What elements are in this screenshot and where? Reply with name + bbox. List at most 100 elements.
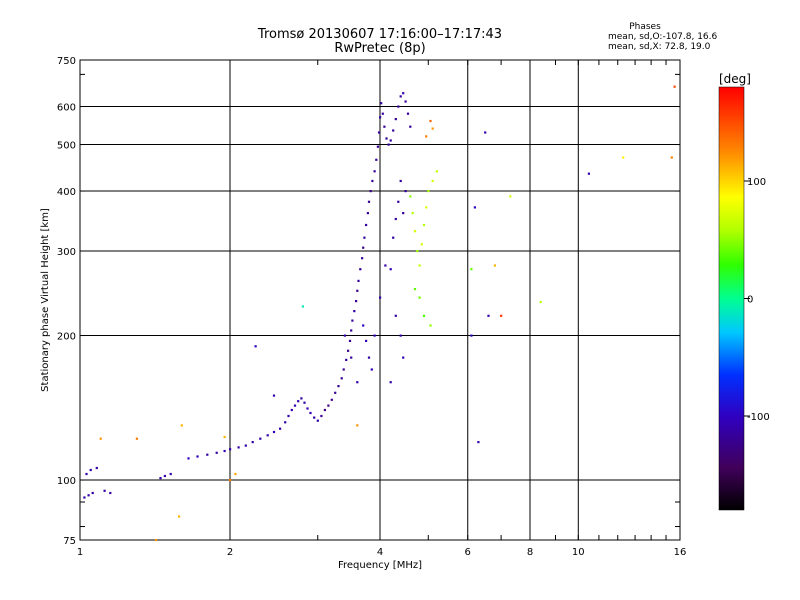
- data-point: [362, 324, 365, 327]
- data-point: [287, 414, 290, 418]
- data-point: [363, 236, 366, 239]
- data-point: [229, 479, 232, 482]
- legend-row-o: mean, sd,O:-107.8, 16.6: [608, 32, 718, 42]
- data-point: [473, 206, 476, 209]
- data-point: [418, 264, 421, 267]
- colorbar: [718, 86, 745, 511]
- data-point: [109, 491, 112, 495]
- data-point: [362, 246, 365, 249]
- data-point: [365, 339, 368, 342]
- data-point: [357, 279, 360, 282]
- data-point: [500, 314, 503, 317]
- y-tick-label: 500: [57, 141, 76, 152]
- colorbar-label: [deg]: [719, 72, 751, 86]
- data-point: [377, 131, 381, 134]
- y-tick-label: 200: [57, 332, 76, 343]
- data-point: [379, 296, 382, 299]
- data-point: [303, 401, 306, 404]
- data-point: [95, 466, 98, 470]
- data-point: [244, 444, 247, 447]
- x-tick-label: 2: [227, 547, 233, 558]
- data-point: [348, 339, 352, 342]
- data-point: [196, 455, 199, 458]
- data-point: [135, 437, 138, 440]
- data-point: [392, 236, 395, 239]
- data-point: [383, 125, 386, 128]
- data-point: [509, 195, 512, 198]
- data-point: [290, 408, 293, 412]
- y-tick-label: 400: [57, 187, 76, 198]
- legend-title: Phases: [629, 22, 661, 32]
- data-point: [539, 300, 542, 304]
- data-point: [334, 391, 337, 394]
- data-point: [91, 491, 94, 495]
- data-point: [366, 212, 369, 215]
- data-point: [279, 427, 282, 430]
- data-point: [399, 95, 402, 98]
- data-point: [229, 448, 232, 451]
- data-point: [293, 404, 297, 407]
- colorbar-tick-label: 100: [747, 177, 766, 188]
- data-point: [350, 329, 353, 332]
- data-point: [373, 170, 376, 173]
- data-point: [206, 453, 209, 456]
- data-point: [429, 324, 432, 327]
- data-point: [422, 223, 426, 227]
- data-point: [397, 105, 400, 108]
- data-point: [369, 190, 372, 193]
- data-point: [367, 356, 371, 359]
- x-axis-label: Frequency [MHz]: [338, 560, 422, 571]
- data-point: [353, 310, 356, 313]
- data-point: [309, 411, 312, 415]
- data-point: [356, 381, 359, 384]
- axis-ticks: 1 2 4 6 8 10 16 75 100 200 300 400 500 600 750: [57, 56, 686, 558]
- x-tick-label: 10: [572, 547, 585, 558]
- data-point: [389, 139, 392, 142]
- data-point: [375, 158, 378, 161]
- data-point: [187, 457, 190, 460]
- data-point: [342, 368, 345, 371]
- data-point: [373, 334, 376, 337]
- data-point: [163, 474, 166, 478]
- data-point: [359, 268, 362, 271]
- data-point: [484, 131, 487, 134]
- data-point: [361, 257, 364, 260]
- data-point: [323, 408, 326, 412]
- data-point: [411, 212, 414, 215]
- data-point: [409, 195, 412, 198]
- data-point: [254, 345, 257, 348]
- data-point: [178, 515, 181, 518]
- data-point: [301, 305, 304, 308]
- data-point: [487, 314, 490, 317]
- data-point: [404, 190, 407, 193]
- data-point: [351, 319, 354, 322]
- y-tick-label: 100: [57, 476, 76, 487]
- y-axis-label: Stationary phase Virtual Height [km]: [40, 208, 51, 392]
- data-point: [379, 116, 382, 119]
- data-point: [284, 421, 287, 424]
- data-point: [435, 170, 438, 173]
- data-points: [83, 85, 676, 542]
- data-point: [470, 334, 473, 337]
- x-tick-label: 4: [377, 547, 383, 558]
- data-point: [356, 289, 359, 292]
- data-point: [402, 92, 405, 95]
- data-point: [371, 179, 374, 183]
- data-point: [266, 434, 269, 437]
- data-point: [622, 156, 625, 159]
- data-point: [350, 356, 353, 359]
- data-point: [384, 264, 387, 267]
- data-point: [365, 223, 368, 227]
- chart-title: Tromsø 20130607 17:16:00–17:17:43: [257, 27, 503, 42]
- data-point: [355, 300, 358, 303]
- data-point: [306, 407, 309, 410]
- chart-subtitle: RwPretec (8p): [334, 41, 426, 56]
- data-point: [320, 414, 323, 418]
- x-tick-label: 6: [465, 547, 471, 558]
- data-point: [587, 172, 590, 175]
- data-point: [316, 419, 319, 422]
- x-tick-label: 16: [674, 547, 687, 558]
- data-point: [420, 243, 423, 246]
- y-tick-label: 75: [63, 536, 76, 547]
- data-point: [429, 119, 432, 123]
